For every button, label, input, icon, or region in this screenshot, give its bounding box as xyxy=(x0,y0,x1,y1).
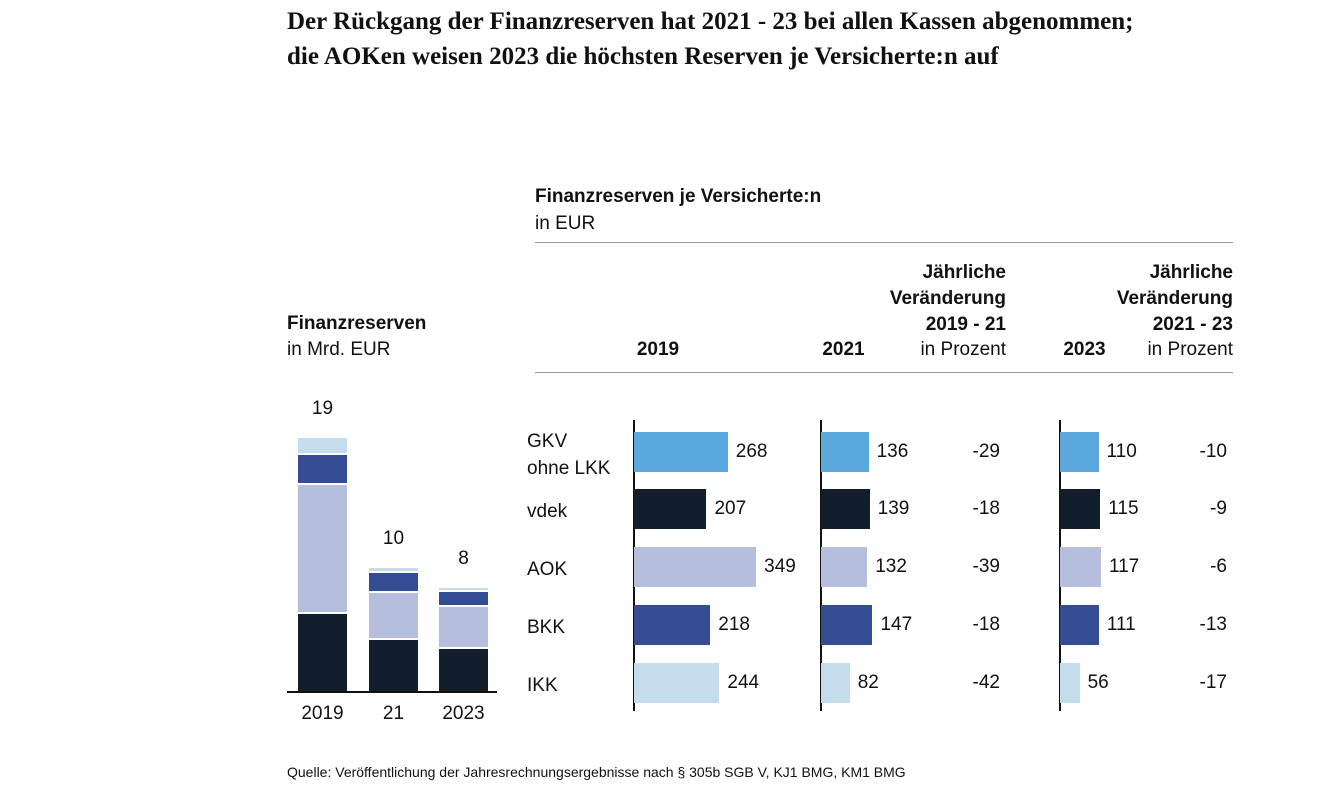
value-label: 268 xyxy=(735,441,768,462)
category-label: GKV ohne LKK xyxy=(527,431,611,479)
change-header: Jährliche Veränderung 2021 - 23 xyxy=(1116,262,1233,335)
panel-title: Finanzreserven xyxy=(287,313,427,334)
title: Der Rückgang der Finanzreserven hat 2021… xyxy=(287,8,1134,70)
category-label: AOK xyxy=(527,559,568,580)
bar-segment xyxy=(369,572,418,592)
category-label: vdek xyxy=(527,501,568,522)
bar-segment xyxy=(298,454,347,483)
value-label: 218 xyxy=(718,614,750,635)
value-label: 111 xyxy=(1106,614,1136,635)
change-value: -9 xyxy=(1210,498,1227,519)
change-value: -18 xyxy=(972,614,1000,635)
bar xyxy=(1060,663,1080,703)
bar-segment xyxy=(298,485,347,612)
value-label: 147 xyxy=(880,614,913,635)
x-tick-label: 2019 xyxy=(301,703,344,724)
bar xyxy=(821,432,869,472)
bar-segment xyxy=(439,587,488,590)
bar xyxy=(634,432,728,472)
column-header: 2019 xyxy=(636,339,680,360)
change-value: -29 xyxy=(972,441,1000,462)
source: Quelle: Veröffentlichung der Jahresrechn… xyxy=(287,764,906,780)
change-header: Jährliche Veränderung 2019 - 21 xyxy=(889,262,1006,335)
panel-title: Finanzreserven je Versicherte:n xyxy=(535,186,822,207)
bar-segment xyxy=(369,568,418,571)
bar-segment xyxy=(369,639,418,691)
bar xyxy=(821,547,868,587)
category-label: BKK xyxy=(527,617,566,638)
column-header: 2021 xyxy=(822,339,865,360)
value-label: 117 xyxy=(1108,556,1140,577)
change-value: -42 xyxy=(972,672,1000,693)
value-label: 110 xyxy=(1106,441,1137,462)
change-unit: in Prozent xyxy=(920,339,1006,360)
value-label: 82 xyxy=(857,672,879,693)
bar xyxy=(634,547,757,587)
axis-line xyxy=(287,691,497,693)
bar xyxy=(1060,547,1101,587)
bar-segment xyxy=(439,591,488,605)
value-label: 136 xyxy=(876,441,909,462)
bar xyxy=(821,489,870,529)
bar-segment xyxy=(369,593,418,638)
total-label: 10 xyxy=(382,528,405,550)
panel-subtitle: in Mrd. EUR xyxy=(287,339,391,360)
bar xyxy=(634,605,711,645)
panel-subtitle: in EUR xyxy=(535,213,596,234)
bar xyxy=(1060,605,1099,645)
change-value: -18 xyxy=(972,498,1000,519)
rule xyxy=(535,372,1233,373)
change-value: -10 xyxy=(1199,441,1227,462)
bar xyxy=(634,663,720,703)
bar-segment xyxy=(298,613,347,691)
change-value: -13 xyxy=(1199,614,1227,635)
bar-segment xyxy=(439,649,488,691)
total-label: 19 xyxy=(311,398,334,420)
change-unit: in Prozent xyxy=(1147,339,1233,360)
total-label: 8 xyxy=(458,547,469,569)
rule xyxy=(535,242,1233,243)
value-label: 115 xyxy=(1108,498,1139,519)
bar xyxy=(1060,432,1099,472)
value-label: 207 xyxy=(714,498,747,519)
x-tick-label: 2023 xyxy=(442,703,485,724)
value-label: 244 xyxy=(727,672,760,693)
bar xyxy=(821,605,873,645)
column-header: 2023 xyxy=(1063,339,1106,360)
bar-segment xyxy=(298,438,347,453)
value-label: 56 xyxy=(1087,672,1109,693)
value-label: 349 xyxy=(764,556,796,577)
change-value: -6 xyxy=(1210,556,1227,577)
bar xyxy=(634,489,707,529)
bar xyxy=(1060,489,1101,529)
value-label: 132 xyxy=(875,556,907,577)
change-value: -17 xyxy=(1199,672,1227,693)
bar-segment xyxy=(439,606,488,648)
change-value: -39 xyxy=(972,556,1000,577)
category-label: IKK xyxy=(527,675,558,696)
bar xyxy=(821,663,850,703)
value-label: 139 xyxy=(877,498,910,519)
x-tick-label: 21 xyxy=(382,703,405,724)
